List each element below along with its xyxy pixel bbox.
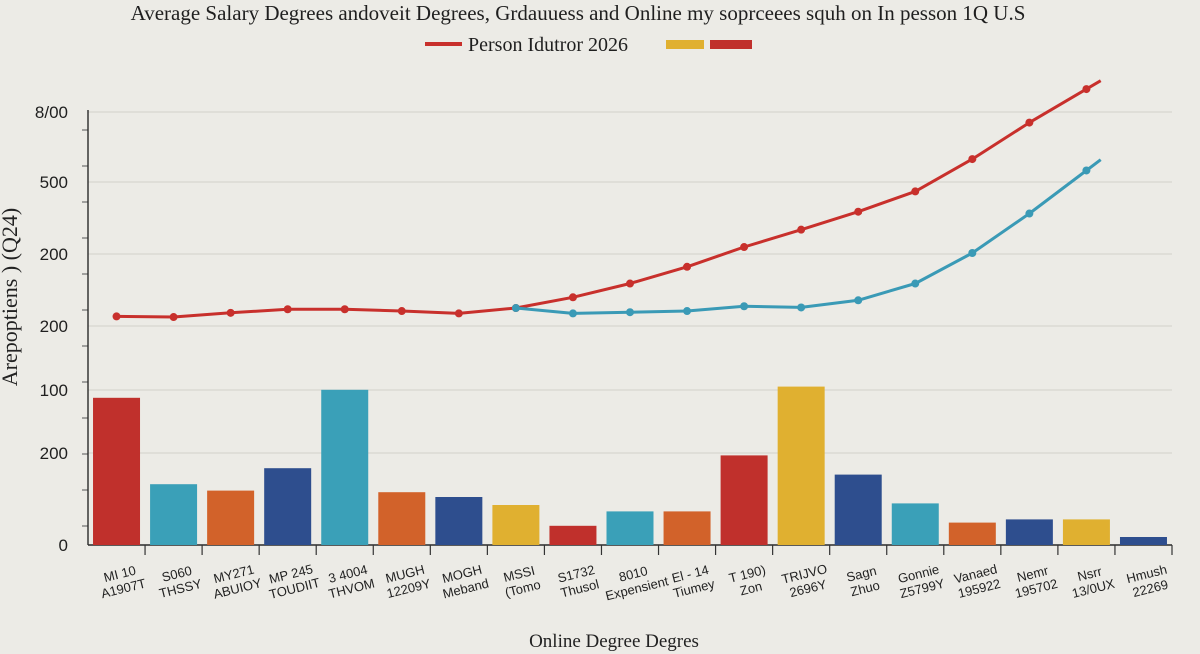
x-tick-label: MY271ABUIOY [208,561,263,602]
legend: Person Idutror 2026 [425,34,752,56]
series-point [911,187,920,196]
series-point [112,312,121,321]
gridlines [88,111,1172,454]
x-tick-label: S060THSSY [154,561,204,601]
bar [435,497,483,545]
bar [777,386,825,545]
bar [93,397,141,545]
y-tick-label: 200 [40,317,68,336]
series-point [797,225,806,234]
x-tick-label: Nemr195702 [1010,561,1059,601]
bar [891,503,939,545]
series-point [1025,118,1034,127]
bar [492,505,540,545]
x-axis-label: Online Degree Degres [529,631,699,652]
series-point [1082,166,1091,175]
x-tick-label: Vanaed195922 [952,561,1002,601]
series-point [797,303,806,312]
bar [264,468,312,545]
series-point [626,308,634,317]
series-point [568,293,577,302]
bar [321,389,369,545]
series-point [397,307,406,316]
y-tick-label: 0 [59,536,68,555]
series-point [626,279,634,288]
x-tick-label: MSSI(Tomo [500,562,542,600]
series-line [116,79,1102,319]
series-point [968,249,977,258]
series-point [568,309,577,318]
series-point [511,304,520,313]
x-tick-label: MUGH12209Y [381,561,432,601]
y-tick-label: 500 [40,173,68,192]
bar [1119,537,1167,545]
series-point [968,155,977,164]
x-tick-label: S1732Thusol [555,562,600,601]
bar [549,525,597,545]
y-tick-label: 8/00 [35,103,68,122]
series-point [683,262,692,271]
y-axis-ticks: 0 200 100 200 200 500 8/00 [35,103,88,555]
bar [378,492,426,545]
series-point [911,279,920,288]
series-point [454,309,463,318]
series-point [226,308,235,317]
bar [150,484,198,545]
series-point [854,207,863,216]
x-tick-label: GonnieZ5799Y [895,561,947,601]
y-tick-label: 100 [40,381,68,400]
series-point [683,307,692,316]
series-point [1025,209,1034,218]
legend-swatch-red [710,40,752,49]
line-series [112,79,1102,322]
bar [948,522,996,545]
bar [1005,519,1053,545]
bar [606,511,654,545]
x-tick-label: T 190)Zon [727,562,770,600]
bar [1062,519,1110,545]
x-tick-label: 8010Expensient [600,559,670,604]
legend-label: Person Idutror 2026 [468,34,628,56]
x-tick-label: Hmush22269 [1125,562,1172,601]
bar [663,511,711,545]
x-tick-label: Nsrr13/0UX [1067,561,1117,601]
bar [834,474,882,545]
x-tick-label: TRIJVO2696Y [780,561,832,601]
x-tick-label: El - 14Tiumey [668,561,717,600]
series-point [169,313,178,322]
series-point [740,243,749,252]
y-tick-label: 200 [40,245,68,264]
series-line [515,158,1102,315]
x-tick-label: MI 10A1907T [96,561,147,601]
y-axis-label: Arepoptiens ) (Q24) [0,208,22,386]
series-point [340,305,349,314]
x-tick-label: SagnZhuo [845,563,882,599]
y-tick-label: 200 [40,444,68,463]
series-point [283,305,292,314]
series-point [1082,85,1091,94]
legend-swatch-yellow [666,40,704,49]
series-point [854,296,863,305]
x-tick-label: MOGHMeband [437,561,490,601]
bar [207,490,255,545]
chart-title: Average Salary Degrees andoveit Degrees,… [131,1,1026,25]
series-point [740,302,749,311]
x-tick-label: 3 4004THVOM [323,561,376,601]
x-tick-label: MP 245TOUDIIT [264,560,322,602]
bars [93,386,1167,545]
bar [720,455,768,545]
